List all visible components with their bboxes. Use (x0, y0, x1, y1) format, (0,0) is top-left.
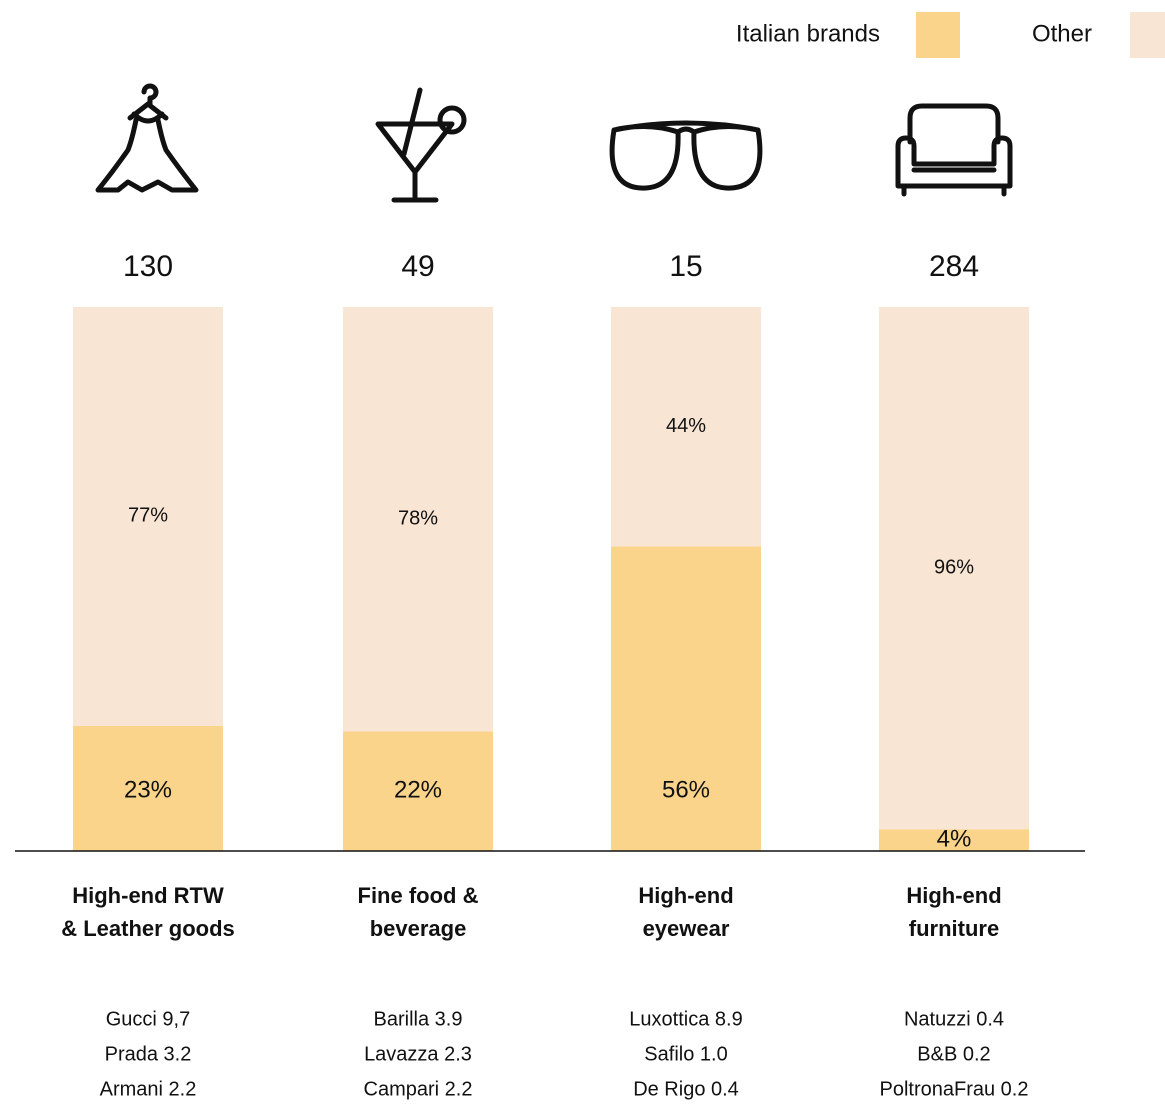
brand-label: Campari 2.2 (364, 1078, 473, 1100)
category-label: & Leather goods (61, 916, 235, 941)
legend-label: Other (1032, 20, 1092, 47)
total-label: 130 (123, 250, 173, 283)
legend-swatch (916, 12, 960, 58)
value-label: 96% (934, 556, 974, 578)
cocktail-icon (375, 87, 467, 203)
glasses-icon (609, 120, 763, 191)
value-label: 22% (394, 777, 442, 804)
legend-swatch (1130, 12, 1165, 58)
value-label: 56% (662, 776, 710, 803)
bar-segment (879, 307, 1029, 830)
category-label: furniture (909, 916, 999, 941)
total-label: 49 (401, 250, 434, 283)
value-label: 23% (124, 776, 172, 803)
category-label: High-end RTW (72, 883, 224, 908)
bar-segment (879, 829, 1029, 851)
dress-icon (95, 83, 199, 193)
brand-label: Lavazza 2.3 (364, 1043, 472, 1065)
value-label: 44% (666, 415, 706, 437)
legend-label: Italian brands (736, 20, 880, 47)
brand-label: Luxottica 8.9 (629, 1008, 742, 1030)
total-label: 15 (669, 250, 702, 283)
bar-segment (343, 731, 493, 851)
brand-label: PoltronaFrau 0.2 (880, 1078, 1029, 1100)
brand-label: Gucci 9,7 (106, 1008, 190, 1030)
category-label: High-end (906, 883, 1001, 908)
value-label: 4% (937, 825, 972, 852)
category-label: eyewear (643, 916, 730, 941)
value-label: 77% (128, 505, 168, 527)
total-label: 284 (929, 250, 979, 283)
bar-segment (73, 307, 223, 726)
brand-label: De Rigo 0.4 (633, 1078, 739, 1100)
bar-segment (611, 307, 761, 547)
category-label: Fine food & (358, 883, 479, 908)
value-label: 78% (398, 507, 438, 529)
bar-segment (343, 307, 493, 732)
brand-label: Natuzzi 0.4 (904, 1008, 1004, 1030)
brand-label: Prada 3.2 (105, 1043, 192, 1065)
bar-segment (73, 725, 223, 851)
sofa-icon (895, 103, 1013, 197)
brand-label: Barilla 3.9 (374, 1008, 463, 1030)
bar-segment (611, 546, 761, 851)
category-label: High-end (638, 883, 733, 908)
brand-label: Safilo 1.0 (644, 1043, 727, 1065)
brand-label: Armani 2.2 (100, 1078, 197, 1100)
brand-label: B&B 0.2 (917, 1043, 990, 1065)
category-label: beverage (370, 916, 467, 941)
